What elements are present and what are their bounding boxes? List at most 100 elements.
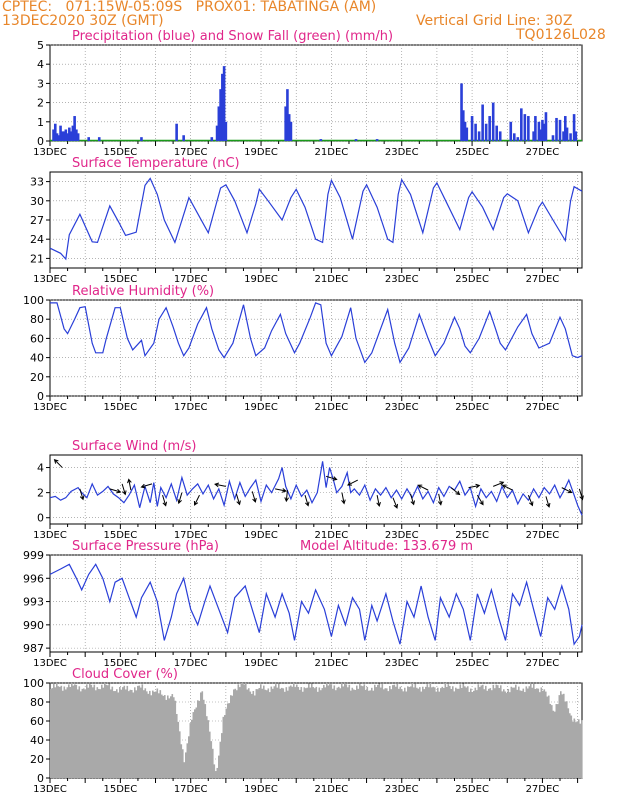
precip-bar [491,102,495,141]
cloud-bar [153,691,156,778]
precip-frame [49,44,583,142]
cloud-bar [189,723,192,778]
cloud-bar [531,687,534,778]
cloud-bar [51,688,54,778]
cloud-bar [509,692,511,778]
precip-bar [495,125,499,141]
cloud-bar [492,684,495,778]
precip-bar [284,106,287,141]
precip-bar [69,131,73,141]
wind-arrow [53,459,63,468]
cloud-bar [144,688,147,778]
precip-bar [222,66,226,141]
cloud-bar [186,743,189,778]
cloud-bar [288,686,291,778]
cloud-bar [512,687,514,778]
precip-bar [534,116,537,141]
precip-bar [182,135,185,141]
rh-date-label: 15DEC [103,402,137,413]
cloud-date-label: 25DEC [455,784,489,795]
wind-arrow [376,495,381,507]
cloud-bar [560,691,562,778]
wind-arrow [121,483,127,496]
cloud-bar [449,685,451,778]
cloud-bar [548,695,550,778]
precip-bar [87,137,90,141]
precip-date-label: 19DEC [244,147,278,158]
precip-bar [563,116,567,141]
cloud-bar [300,687,303,778]
cloud-bar [74,684,76,778]
cloud-bar [237,684,240,778]
cloud-bar [474,687,477,778]
cloud-bar [383,689,385,778]
cloud-bar [326,683,328,778]
cloud-bar [384,688,387,778]
cloud-bar [125,689,127,778]
cloud-bar [84,689,87,778]
header-line2-left: 13DEC2020 30Z (GMT) [2,13,164,29]
cloud-bar [218,755,220,778]
cloud-bar [414,683,417,778]
precip-bar [61,131,64,141]
cloud-bar [504,691,507,778]
cloud-bar [386,688,388,778]
cloud-date-label: 21DEC [315,784,349,795]
wind-arrow [417,484,429,491]
cloud-bar [141,684,144,778]
cloud-bar [558,695,561,778]
cloud-bar [105,684,108,778]
precip-bar [544,112,548,141]
cloud-bar [569,713,571,778]
cloud-bar [519,690,522,778]
cloud-bar [407,686,409,778]
cloud-bar [357,688,360,778]
cloud-bar [62,690,64,778]
precip-ytick-label: 1 [37,116,44,129]
cloud-bar [461,687,463,778]
cloud-bar [228,703,231,778]
cloud-bar [542,690,544,778]
cloud-date-label: 15DEC [103,784,137,795]
cloud-bar [254,695,256,778]
precip-bar [287,114,291,141]
precip-bar [289,121,293,141]
cloud-bar [50,688,52,778]
cloud-bar [452,686,454,778]
precip-bar [470,116,474,141]
cloud-bar [405,691,408,778]
cloud-title: Cloud Cover (%) [72,667,178,682]
cloud-bar [233,689,235,778]
cloud-bar [332,688,334,778]
cloud-bar [303,687,306,778]
cloud-bar [353,689,355,778]
precip-bar [565,127,569,141]
cloud-bar [483,689,486,778]
cloud-bar [210,741,213,778]
precip-bar [97,137,101,141]
cloud-bar [65,689,67,778]
cloud-bar [369,690,372,778]
wind-ytick-label: 2 [37,487,44,500]
cloud-bar [170,696,172,778]
header-line3-right: TQ0126L028 [516,27,606,43]
cloud-bar [195,707,198,778]
cloud-bar [366,686,369,778]
cloud-bar [116,689,118,778]
cloud-bar [161,694,163,778]
cloud-bar [173,697,175,778]
wind-arrow [193,494,200,506]
cloud-bar [539,692,541,778]
cloud-bar [83,688,85,778]
cloud-bar [534,688,537,778]
wind-arrow [140,483,153,489]
cloud-bar [408,686,411,778]
cloud-bar [567,708,570,778]
cloud-bar [432,686,435,778]
cloud-bar [344,683,346,778]
cloud-bar [203,699,205,778]
wind-arrow [545,496,551,508]
cloud-bar [518,686,520,778]
precip-bar [73,116,76,141]
cloud-bar [428,687,430,778]
